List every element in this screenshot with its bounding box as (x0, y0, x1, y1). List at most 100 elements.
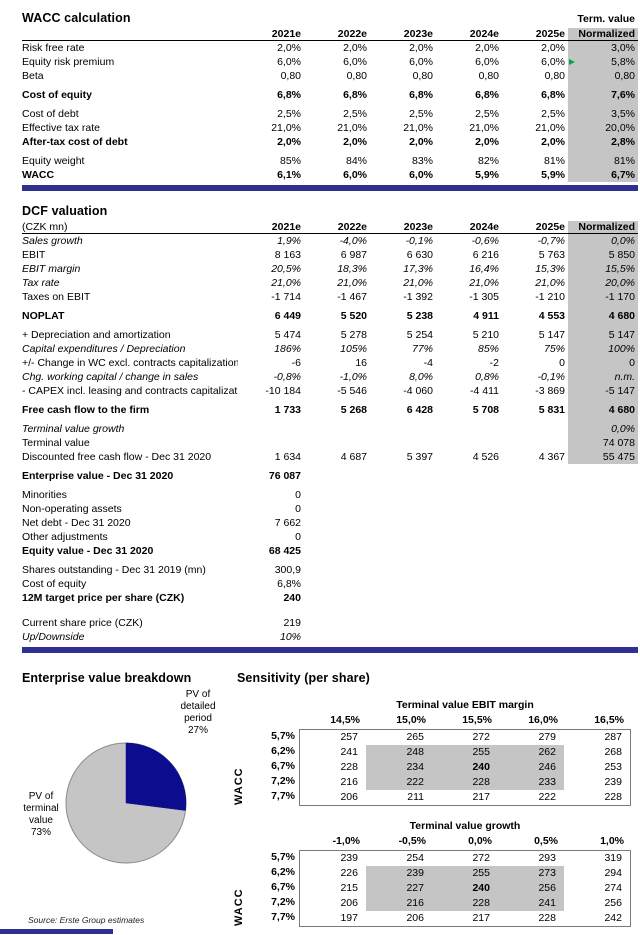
value-cell: 6,1% (277, 169, 301, 181)
value-cell: 81% (543, 155, 565, 167)
matrix-cell: 262 (498, 745, 564, 760)
row-label: + Depreciation and amortization (22, 329, 171, 341)
bottom-section: Enterprise value breakdown PV of detaile… (22, 659, 640, 935)
value-cell (502, 502, 568, 516)
value-cell: 5 520 (340, 310, 367, 322)
matrix-cell: 228 (604, 791, 622, 803)
value-cell: -2 (489, 357, 499, 369)
matrix-cell: 206 (340, 791, 358, 803)
value-cell: -4 060 (403, 385, 433, 397)
matrix-cell: 240 (432, 760, 498, 775)
value-cell (370, 605, 436, 630)
value-cell: 0,80 (346, 70, 367, 82)
column-header: -0,5% (398, 835, 426, 847)
value-cell (568, 483, 638, 502)
matrix-cell: 206 (340, 897, 358, 909)
value-cell: 81% (568, 149, 638, 168)
value-cell (304, 502, 370, 516)
row-label: Equity value - Dec 31 2020 (22, 545, 154, 557)
matrix-cell: 256 (498, 881, 564, 896)
value-cell (502, 577, 568, 591)
row-label: 6,7% (271, 760, 295, 772)
value-cell: -10 184 (265, 385, 301, 397)
value-cell: 21,0% (271, 122, 301, 134)
table-row: NOPLAT 6 449 5 520 5 238 4 911 4 553 4 680 (22, 304, 638, 323)
matrix-cell: 239 (604, 776, 622, 788)
row-label: Taxes on EBIT (22, 291, 91, 303)
value-cell: -1 305 (469, 291, 499, 303)
value-cell (370, 577, 436, 591)
table-row: Capital expenditures / Depreciation 186% 1… (22, 342, 638, 356)
value-cell: 5 147 (538, 329, 565, 341)
value-cell: 21,0% (535, 122, 565, 134)
table-row: Minorities 0 (22, 483, 638, 502)
matrix-cell: 241 (340, 746, 358, 758)
unit-label: (CZK mn) (22, 221, 68, 233)
value-cell: 6,0% (409, 56, 433, 68)
value-cell: 6,8% (541, 89, 565, 101)
value-cell (304, 417, 370, 436)
value-cell (370, 417, 436, 436)
value-cell: 17,3% (403, 263, 433, 275)
row-label: Cost of equity (22, 89, 92, 101)
section-divider-bar (22, 647, 638, 653)
value-cell: 6,0% (343, 56, 367, 68)
sensitivity-table-terminal-growth: Terminal value growth -1,0% -0,5% 0,0% 0,5% 1… (233, 820, 631, 927)
value-cell: 0,80 (568, 69, 638, 83)
table-row: Non-operating assets 0 (22, 502, 638, 516)
matrix-cell: 256 (604, 897, 622, 909)
row-label: NOPLAT (22, 310, 65, 322)
sensitivity-row-labels: 5,7% 6,2% 6,7% 7,2% 7,7% (251, 729, 295, 804)
row-label: Sales growth (22, 235, 83, 247)
row-label: Effective tax rate (22, 122, 101, 134)
value-cell: 20,5% (271, 263, 301, 275)
value-cell (568, 558, 638, 577)
table-row: Net debt - Dec 31 2020 7 662 (22, 516, 638, 530)
matrix-cell: 272 (472, 852, 490, 864)
row-label: Shares outstanding - Dec 31 2019 (mn) (22, 564, 206, 576)
table-row: Taxes on EBIT -1 714 -1 467 -1 392 -1 305 -1 … (22, 290, 638, 304)
table-row: Equity risk premium 6,0% 6,0% 6,0% 6,0% 6,0% 5… (22, 55, 638, 69)
value-cell: 219 (283, 617, 301, 629)
value-cell (436, 530, 502, 544)
value-cell (436, 558, 502, 577)
matrix-cell: 217 (472, 791, 490, 803)
value-cell: -1 170 (568, 290, 638, 304)
value-cell: -0,6% (471, 235, 499, 247)
value-cell: 0,80 (544, 70, 565, 82)
value-cell: -4 (423, 357, 433, 369)
matrix-cell: 239 (340, 852, 358, 864)
value-cell (502, 483, 568, 502)
sensitivity-table-ebit-margin: Terminal value EBIT margin 14,5% 15,0% 15,5… (233, 699, 631, 806)
value-cell (502, 544, 568, 558)
row-label: EBIT margin (22, 263, 81, 275)
row-label: 5,7% (271, 851, 295, 863)
value-cell: 2,5% (343, 108, 367, 120)
value-cell: 2,0% (277, 136, 301, 148)
value-cell: -0,8% (273, 371, 301, 383)
value-cell (568, 630, 638, 644)
column-header: 1,0% (600, 835, 624, 847)
value-cell: -1 392 (403, 291, 433, 303)
value-cell: 77% (411, 343, 433, 355)
value-cell (436, 464, 502, 483)
value-cell: 0 (295, 489, 301, 501)
matrix-cell: 253 (604, 761, 622, 773)
value-cell: 5 210 (472, 329, 499, 341)
value-cell: 4 680 (568, 304, 638, 323)
column-header-normalized: Normalized (568, 221, 638, 233)
pie-chart-svg (65, 742, 187, 864)
value-cell: 2,0% (541, 42, 565, 54)
row-label: - CAPEX incl. leasing and contracts capi… (22, 385, 238, 397)
value-cell (436, 630, 502, 644)
value-cell: 0,8% (475, 371, 499, 383)
row-label: 7,2% (271, 775, 295, 787)
value-cell: -0,1% (405, 235, 433, 247)
matrix-cell: 226 (340, 867, 358, 879)
value-cell (502, 558, 568, 577)
value-cell: 4 553 (538, 310, 565, 322)
row-label: 6,7% (271, 881, 295, 893)
matrix-cell: 222 (538, 791, 556, 803)
value-cell: 21,0% (469, 122, 499, 134)
column-header: 2024e (469, 28, 499, 40)
